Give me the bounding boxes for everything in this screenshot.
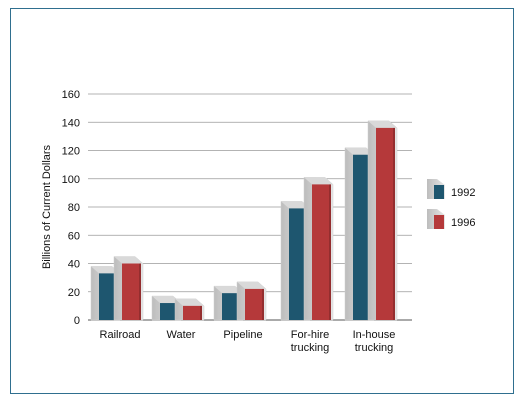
legend-label: 1996 <box>451 217 475 229</box>
legend-label: 1992 <box>451 187 475 199</box>
bar-front <box>312 184 331 320</box>
bar-top <box>91 266 120 274</box>
bar-front <box>99 273 118 320</box>
x-tick-label: In-house <box>353 329 396 341</box>
y-tick-label: 140 <box>62 117 80 129</box>
bar-front <box>289 208 308 320</box>
bar-front <box>376 127 395 321</box>
bar-edge <box>393 127 395 321</box>
bars <box>90 120 398 321</box>
bar-top <box>345 147 374 155</box>
y-axis-ticks: 0 20 40 60 80 100 120 140 160 <box>62 89 80 327</box>
bar-edge <box>262 288 264 320</box>
y-tick-label: 160 <box>62 89 80 101</box>
x-tick-label: trucking <box>291 342 330 354</box>
chart-frame <box>10 8 514 394</box>
bar-front <box>222 293 241 320</box>
bar-top <box>368 120 397 128</box>
bar-1996-pipeline <box>236 281 267 321</box>
bar-1996-for-hire-trucking <box>303 177 334 321</box>
bar-edge <box>200 305 202 320</box>
legend-item-1992: 1992 <box>427 179 475 199</box>
y-tick-label: 120 <box>62 146 80 158</box>
bar-top <box>152 296 181 304</box>
y-tick-label: 60 <box>68 230 80 242</box>
bar-top <box>214 286 243 294</box>
legend-item-1996: 1996 <box>427 209 475 229</box>
bar-1996-water <box>174 298 205 321</box>
y-tick-label: 20 <box>68 287 80 299</box>
bar-1996-in-house-trucking <box>367 120 398 321</box>
x-tick-label: trucking <box>355 342 394 354</box>
bar-front <box>353 154 372 320</box>
y-tick-label: 40 <box>68 259 80 271</box>
legend-swatch <box>434 185 444 199</box>
bar-top <box>237 281 266 289</box>
bar-front <box>122 263 141 320</box>
y-axis-label: Billions of Current Dollars <box>41 144 53 269</box>
bar-1992-railroad <box>90 266 121 321</box>
bar-front <box>245 288 264 320</box>
bar-top <box>175 298 204 306</box>
bar-top <box>304 177 333 185</box>
y-tick-label: 0 <box>74 315 80 327</box>
bar-edge <box>139 263 141 320</box>
bar-front <box>160 303 179 320</box>
x-tick-label: For-hire <box>291 329 330 341</box>
x-tick-label: Water <box>167 329 196 341</box>
bar-front <box>183 305 202 320</box>
y-tick-label: 80 <box>68 202 80 214</box>
category-labels: Railroad Water Pipeline For-hiretruckingIn-… <box>100 329 396 354</box>
bar-1992-water <box>151 295 182 321</box>
y-tick-label: 100 <box>62 174 80 186</box>
legend-swatch <box>434 215 444 229</box>
bar-1996-railroad <box>113 256 144 321</box>
bar-top <box>114 256 143 264</box>
x-tick-label: Pipeline <box>223 329 262 341</box>
x-tick-label: Railroad <box>100 329 141 341</box>
legend: 1992 1996 <box>427 179 475 229</box>
bar-edge <box>329 184 331 320</box>
bar-top <box>281 201 310 209</box>
